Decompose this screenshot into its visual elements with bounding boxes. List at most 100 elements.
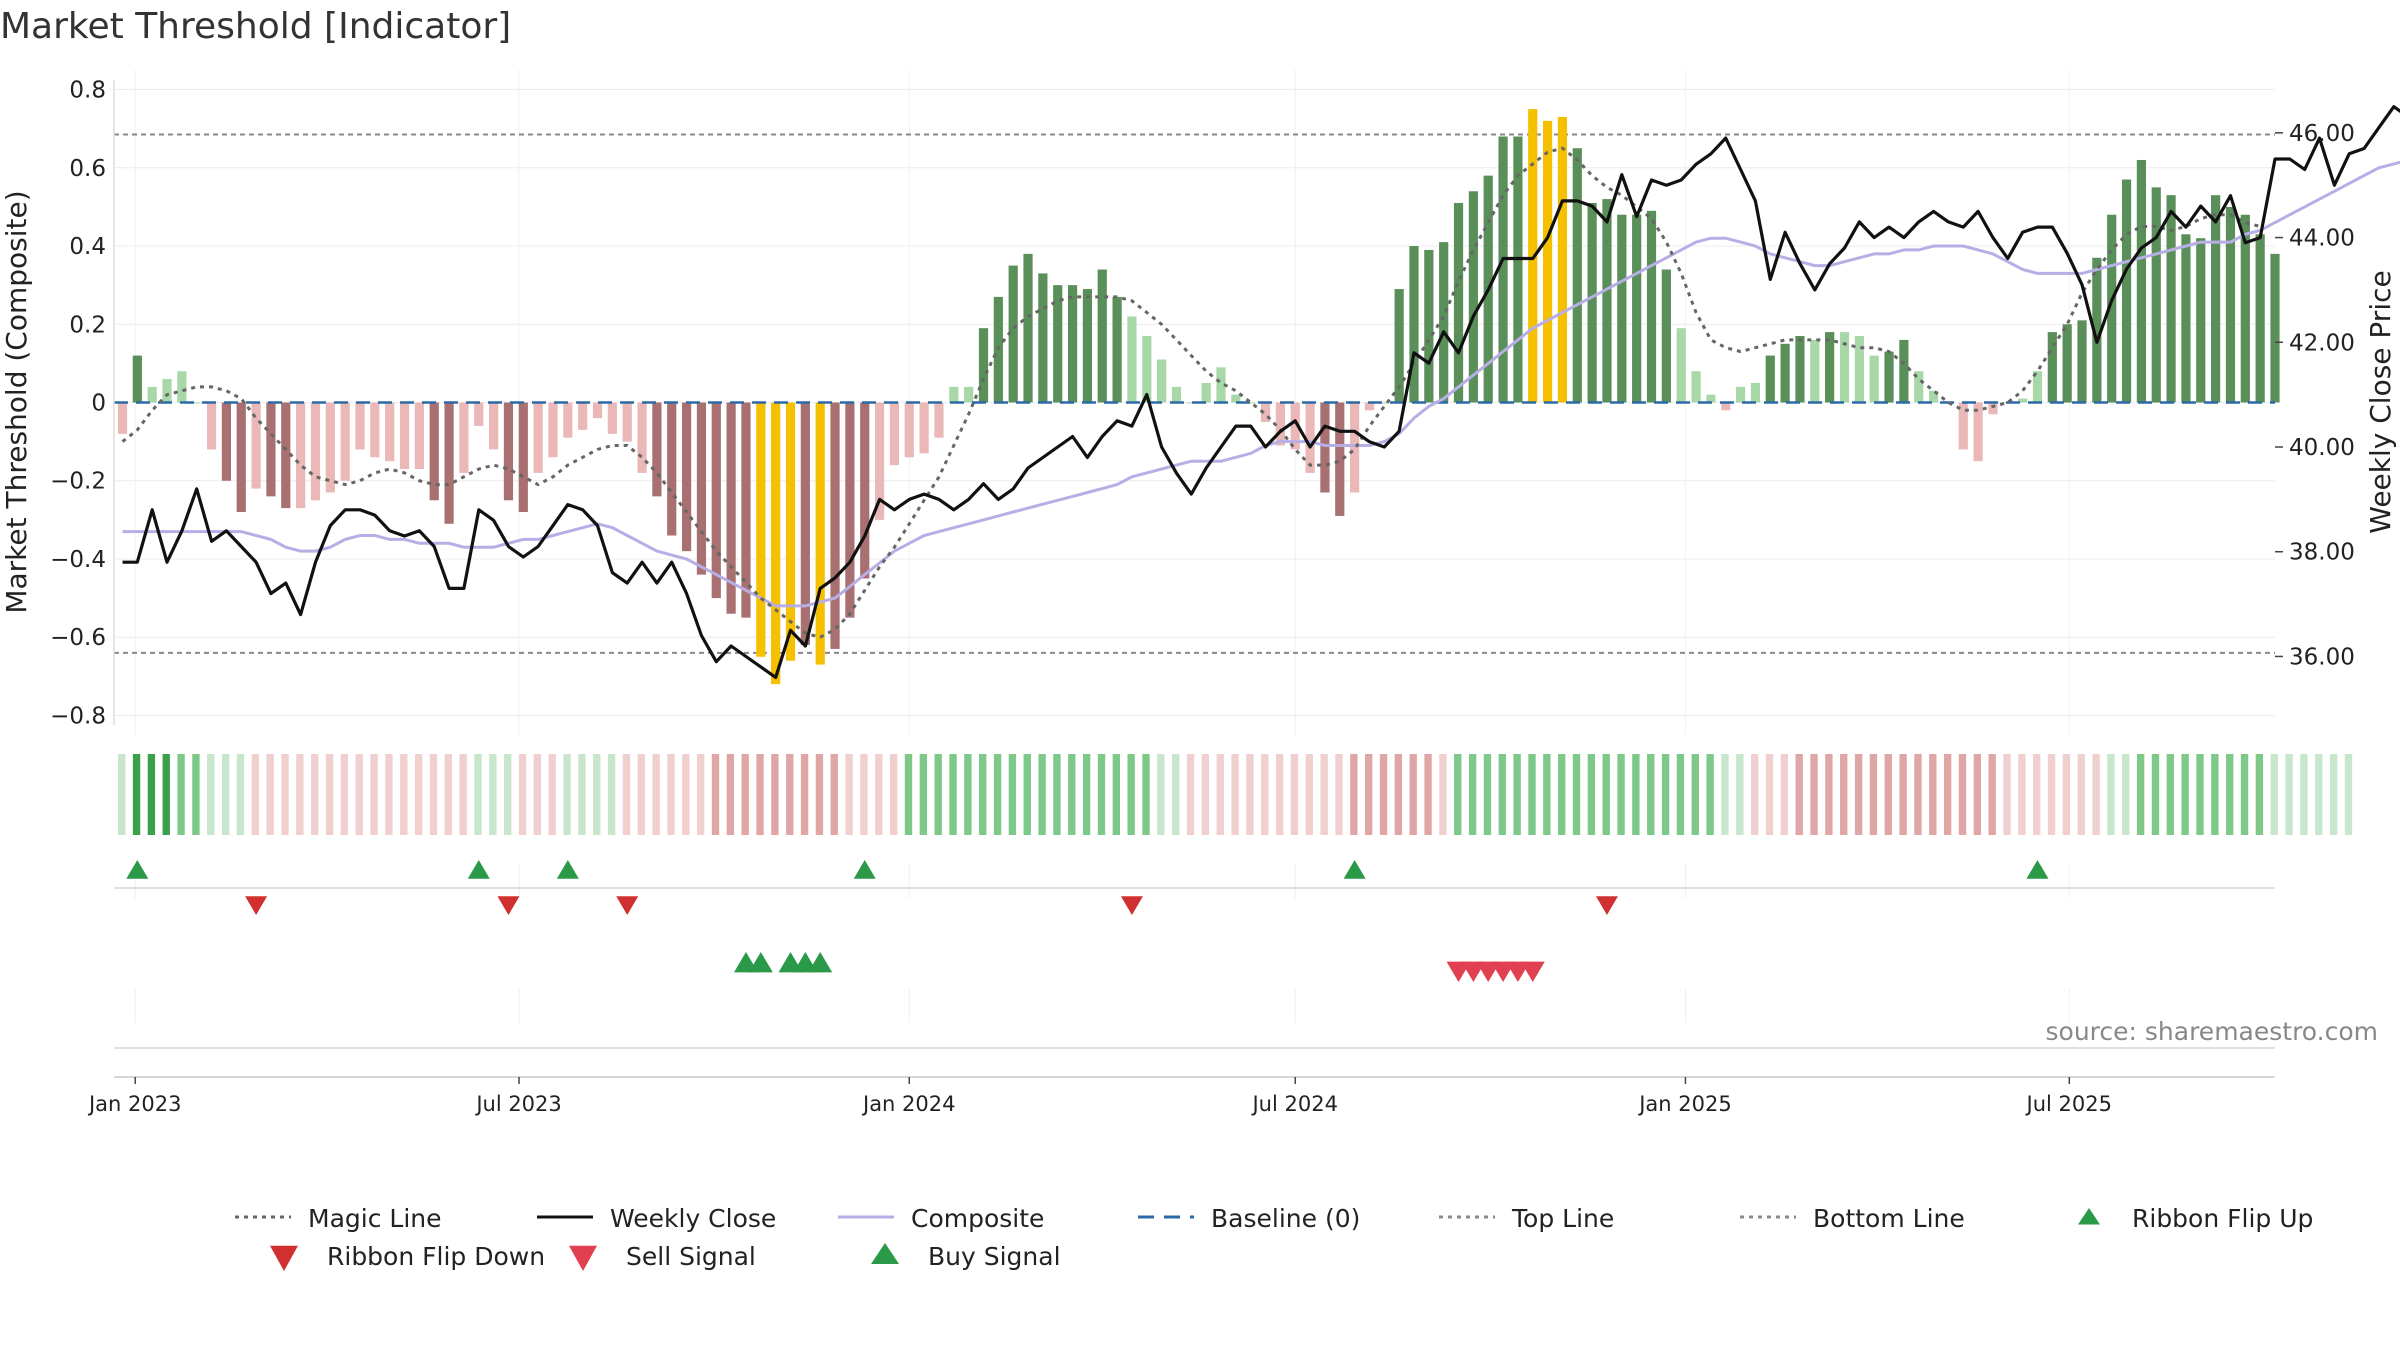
ribbon-flip-up-marker: [1343, 860, 1366, 879]
ribbon-cell: [1706, 754, 1714, 835]
right-tick-label: 40.00: [2289, 435, 2355, 461]
composite-line: [122, 160, 2400, 608]
composite-bar: [206, 402, 217, 450]
ribbon-cell: [904, 754, 913, 835]
composite-bar: [1038, 273, 1048, 403]
ribbon-cell: [682, 754, 690, 835]
ribbon-cell: [548, 754, 556, 835]
composite-bar: [607, 402, 617, 434]
ribbon-cell: [2062, 754, 2071, 835]
ribbon-cell: [1750, 754, 1759, 835]
ribbon-cell: [2315, 754, 2323, 835]
composite-bar: [1750, 382, 1761, 403]
left-tick-label: 0.6: [69, 156, 106, 182]
ribbon-flip-up-marker: [853, 860, 876, 879]
composite-bar: [340, 402, 350, 481]
composite-bar: [533, 402, 543, 473]
composite-bar: [296, 402, 306, 509]
ribbon-cell: [815, 754, 824, 835]
legend: Magic Line Weekly Close Composite Baseline …: [235, 1204, 2313, 1271]
buy-signal-marker: [748, 952, 773, 973]
composite-bar: [1854, 336, 1864, 403]
ribbon-cell: [1958, 754, 1967, 835]
ribbon-cell: [1127, 754, 1135, 835]
left-tick-label: −0.8: [50, 703, 106, 729]
ribbon-cell: [207, 754, 215, 835]
ribbon-cell: [2018, 754, 2026, 835]
composite-bar: [578, 402, 588, 430]
composite-bar: [310, 402, 321, 501]
left-tick-label: −0.4: [50, 547, 106, 573]
composite-bar: [978, 328, 989, 403]
ribbon-cell: [800, 754, 809, 835]
ribbon-cell: [414, 754, 423, 835]
composite-bar: [622, 402, 632, 442]
composite-bars: [117, 109, 2280, 685]
composite-bar: [1810, 339, 1820, 403]
composite-bar: [1617, 214, 1627, 403]
composite-bar: [1097, 269, 1107, 403]
composite-bar: [726, 402, 736, 614]
composite-bar: [1305, 402, 1315, 473]
ribbon-cell: [1513, 754, 1521, 835]
ribbon-cell: [979, 754, 987, 835]
legend-label: Ribbon Flip Up: [2132, 1204, 2313, 1233]
ribbon-cell: [2211, 754, 2219, 835]
composite-bar: [221, 402, 231, 481]
ribbon-cell: [1023, 754, 1031, 835]
ribbon-cell: [2122, 754, 2130, 835]
composite-bar: [785, 402, 796, 661]
composite-bar: [1364, 402, 1375, 411]
legend-label: Magic Line: [308, 1204, 442, 1233]
legend-marker: [270, 1245, 298, 1271]
ribbon-cell: [949, 754, 957, 835]
ribbon-cell: [2226, 754, 2234, 835]
y-axis-label-right: Weekly Close Price: [2364, 270, 2397, 533]
composite-bar: [904, 402, 914, 458]
composite-bar: [236, 402, 246, 513]
composite-bar: [2092, 257, 2102, 403]
legend-label: Buy Signal: [928, 1242, 1061, 1271]
ribbon-cell: [637, 754, 645, 835]
composite-bar: [266, 402, 276, 497]
ribbon-cell: [1008, 754, 1017, 835]
ribbon-cell: [266, 754, 274, 835]
composite-bar: [2047, 332, 2057, 403]
composite-bar: [518, 402, 528, 513]
magic-line: [121, 146, 2261, 639]
composite-bar: [2151, 187, 2161, 403]
ribbon-cell: [2047, 754, 2056, 835]
threshold-lines: [114, 133, 2275, 654]
composite-bar: [1394, 289, 1404, 403]
composite-bar: [1676, 328, 1686, 403]
ribbon-cell: [1825, 754, 1833, 835]
composite-bar: [563, 402, 573, 438]
composite-bar: [1765, 355, 1775, 403]
ribbon-flip-up-marker: [126, 860, 149, 879]
ribbon-cell: [1632, 754, 1640, 835]
ribbon-cell: [875, 754, 883, 835]
ribbon-cell: [2300, 754, 2308, 835]
composite-bar: [370, 402, 380, 458]
composite-bar: [667, 402, 677, 536]
ribbon-cell: [1483, 754, 1492, 835]
composite-bar: [2270, 253, 2280, 403]
composite-bar: [1246, 402, 1256, 404]
ribbon-cell: [860, 754, 868, 835]
ribbon-cell: [400, 754, 408, 835]
ribbon-cell: [1231, 754, 1239, 835]
composite-bar: [2121, 179, 2132, 403]
ribbon-cell: [578, 754, 586, 835]
ribbon-cell: [1988, 754, 1996, 835]
composite-bar: [652, 402, 662, 497]
ribbon-cell: [1157, 754, 1165, 835]
legend-label: Sell Signal: [626, 1242, 756, 1271]
composite-bar: [2166, 195, 2176, 403]
ribbon-cell: [1275, 754, 1284, 835]
ribbon-cell: [1379, 754, 1388, 835]
buy-signal-marker: [808, 952, 833, 973]
ribbon-cell: [444, 754, 452, 835]
composite-bar: [1899, 339, 1909, 403]
ribbon-cell: [1721, 754, 1729, 835]
